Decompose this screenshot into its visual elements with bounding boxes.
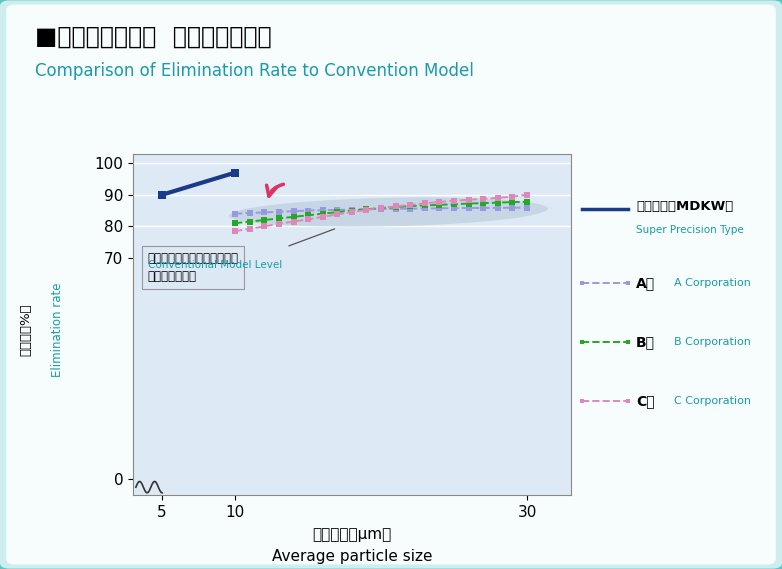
Text: Comparison of Elimination Rate to Convention Model: Comparison of Elimination Rate to Conven… [35, 62, 474, 80]
Text: Super Precision Type: Super Precision Type [636, 225, 744, 235]
X-axis label: 平均粒径（μm）
Average particle size: 平均粒径（μm） Average particle size [271, 527, 432, 564]
Text: Conventional Model Level: Conventional Model Level [148, 259, 282, 270]
Text: C社: C社 [636, 394, 655, 409]
Text: C Corporation: C Corporation [674, 397, 752, 406]
Ellipse shape [229, 197, 548, 227]
Text: 高精度型（MDKW）: 高精度型（MDKW） [636, 200, 734, 213]
Text: A Corporation: A Corporation [674, 278, 752, 288]
Text: ■スラッジ除去率  従来型との比較: ■スラッジ除去率 従来型との比較 [35, 25, 272, 49]
Text: A社: A社 [636, 276, 655, 290]
Text: 高磁力マグネットセパレータ
従来市販レベル: 高磁力マグネットセパレータ 従来市販レベル [148, 251, 239, 283]
Text: 除去率（%）: 除去率（%） [20, 304, 33, 356]
Text: B社: B社 [636, 335, 655, 349]
Text: B Corporation: B Corporation [674, 337, 752, 347]
FancyBboxPatch shape [6, 5, 776, 564]
Text: Elimination rate: Elimination rate [51, 283, 64, 377]
